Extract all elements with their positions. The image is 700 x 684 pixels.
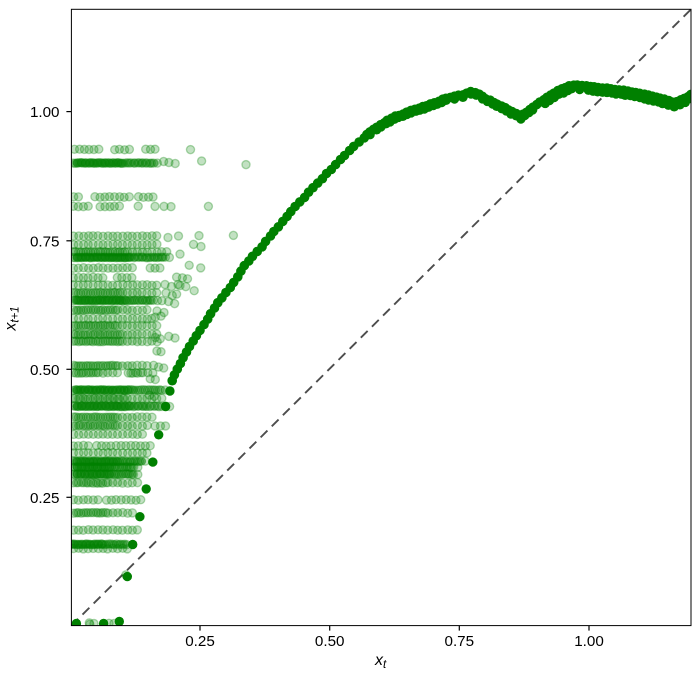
svg-text:0.25: 0.25	[30, 490, 60, 507]
svg-text:0.75: 0.75	[445, 633, 475, 650]
svg-text:0.75: 0.75	[30, 233, 60, 250]
svg-text:0.50: 0.50	[315, 633, 345, 650]
svg-text:0.50: 0.50	[30, 362, 60, 379]
svg-text:0.25: 0.25	[185, 633, 215, 650]
svg-text:1.00: 1.00	[574, 633, 604, 650]
svg-text:1.00: 1.00	[30, 104, 60, 121]
